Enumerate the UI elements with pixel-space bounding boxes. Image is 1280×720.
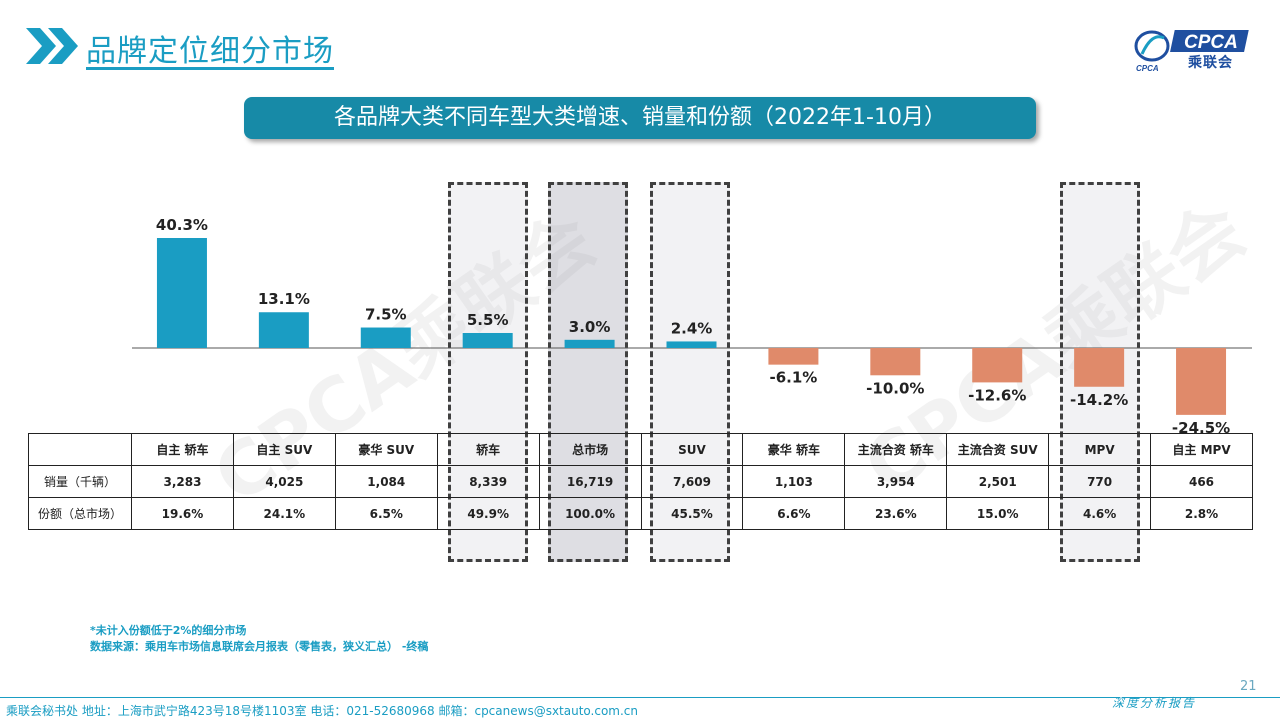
table-cell: 770	[1048, 465, 1152, 498]
bar-5	[666, 341, 717, 348]
table-cell: 2.8%	[1150, 497, 1253, 530]
bar-2	[360, 327, 411, 348]
table-cell: 6.5%	[334, 497, 438, 530]
table-corner-cell	[28, 433, 132, 466]
bar-value-label-3: 5.5%	[467, 311, 509, 329]
table-row-label: 份额（总市场）	[28, 497, 132, 530]
page-number: 21	[1240, 679, 1257, 694]
table-header-cell: MPV	[1048, 433, 1152, 466]
logo-chinese-name: 乘联会	[1188, 55, 1233, 71]
bar-value-label-0: 40.3%	[156, 216, 208, 234]
footer-contact: 乘联会秘书处 地址：上海市武宁路423号18号楼1103室 电话：021-526…	[6, 704, 639, 718]
bar-value-label-2: 7.5%	[365, 306, 407, 324]
bar-4	[564, 339, 615, 348]
table-row: 销量（千辆） 3,283 4,025 1,084 8,339 16,719 7,609 1,1…	[28, 465, 1253, 498]
bar-value-label-5: 2.4%	[671, 319, 713, 337]
logo-text: CPCA	[1184, 32, 1238, 53]
footer-report-label: 深度分析报告	[1112, 696, 1197, 710]
bar-10	[1176, 348, 1227, 415]
footer-divider	[1122, 697, 1280, 698]
bar-value-label-6: -6.1%	[769, 369, 817, 387]
table-cell: 15.0%	[946, 497, 1050, 530]
table-cell: 4.6%	[1048, 497, 1152, 530]
table-header-cell: SUV	[640, 433, 744, 466]
bar-9	[1074, 348, 1125, 387]
logo-subtext: CPCA	[1136, 64, 1159, 73]
table-header-cell: 自主 SUV	[232, 433, 336, 466]
table-row-label: 销量（千辆）	[28, 465, 132, 498]
table-cell: 24.1%	[232, 497, 336, 530]
table-header-row: 自主 轿车 自主 SUV 豪华 SUV 轿车 总市场 SUV 豪华 轿车 主流合资 轿车 主流合…	[28, 433, 1253, 466]
table-header-cell: 豪华 轿车	[742, 433, 846, 466]
footnote-source: 数据来源：乘用车市场信息联席会月报表（零售表，狭义汇总） -终稿	[90, 640, 429, 653]
bar-0	[156, 238, 207, 348]
table-header-cell: 豪华 SUV	[334, 433, 438, 466]
bar-value-label-9: -14.2%	[1070, 391, 1128, 409]
table-cell: 6.6%	[742, 497, 846, 530]
table-cell: 49.9%	[436, 497, 540, 530]
table-cell: 1,103	[742, 465, 846, 498]
table-cell: 7,609	[640, 465, 744, 498]
bar-3	[462, 332, 513, 348]
table-cell: 3,954	[844, 465, 948, 498]
page-title: 品牌定位细分市场	[86, 34, 334, 69]
table-cell: 19.6%	[131, 497, 234, 530]
table-header-cell: 轿车	[436, 433, 540, 466]
header-chevron-icon	[26, 28, 78, 64]
table-header-cell: 自主 轿车	[131, 433, 234, 466]
table-header-cell: 主流合资 轿车	[844, 433, 948, 466]
footnote: *未计入份额低于2%的细分市场 数据来源：乘用车市场信息联席会月报表（零售表，狭…	[90, 623, 428, 655]
table-cell: 466	[1150, 465, 1253, 498]
table-cell: 16,719	[538, 465, 642, 498]
cpca-logo: CPCA CPCA	[1134, 30, 1249, 73]
data-table: 自主 轿车 自主 SUV 豪华 SUV 轿车 总市场 SUV 豪华 轿车 主流合资 轿车 主流合…	[28, 433, 1253, 530]
bar-7	[870, 348, 921, 376]
table-header-cell: 自主 MPV	[1150, 433, 1253, 466]
bar-6	[768, 348, 819, 365]
table-cell: 8,339	[436, 465, 540, 498]
bar-value-label-8: -12.6%	[968, 386, 1026, 404]
table-cell: 3,283	[131, 465, 234, 498]
table-cell: 4,025	[232, 465, 336, 498]
bar-value-label-10: -24.5%	[1172, 419, 1230, 437]
bar-8	[972, 348, 1023, 383]
bar-value-label-1: 13.1%	[258, 290, 310, 308]
table-header-cell: 总市场	[538, 433, 642, 466]
bar-value-label-4: 3.0%	[569, 318, 611, 336]
bar-1	[258, 312, 309, 348]
table-cell: 100.0%	[538, 497, 642, 530]
footer-divider	[0, 697, 1120, 698]
bar-value-label-7: -10.0%	[866, 379, 924, 397]
table-header-cell: 主流合资 SUV	[946, 433, 1050, 466]
table-row: 份额（总市场） 19.6% 24.1% 6.5% 49.9% 100.0% 45.5% 6.6…	[28, 497, 1253, 530]
table-cell: 1,084	[334, 465, 438, 498]
footnote-exclusion: *未计入份额低于2%的细分市场	[90, 624, 247, 637]
table-cell: 2,501	[946, 465, 1050, 498]
table-cell: 23.6%	[844, 497, 948, 530]
table-cell: 45.5%	[640, 497, 744, 530]
chart-title: 各品牌大类不同车型大类增速、销量和份额（2022年1-10月）	[244, 97, 1036, 139]
